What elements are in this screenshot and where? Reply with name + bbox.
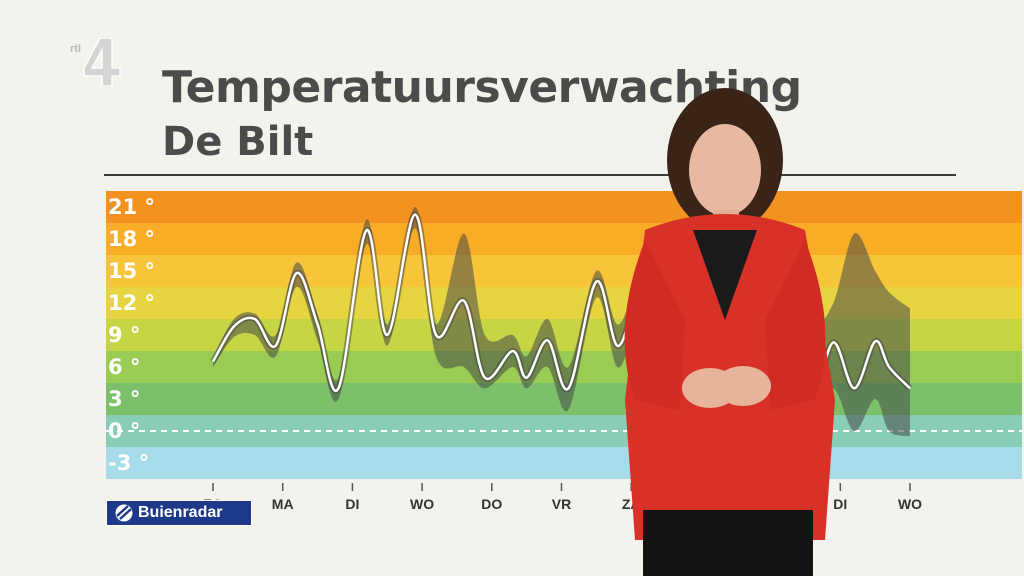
y-tick-label: 0 ° bbox=[108, 419, 141, 443]
y-tick-label: 18 ° bbox=[108, 227, 156, 251]
y-tick-label: 6 ° bbox=[108, 355, 141, 379]
buienradar-name: Buienradar bbox=[138, 504, 223, 521]
buienradar-logo-icon bbox=[115, 504, 133, 522]
presenter-figure bbox=[624, 88, 835, 576]
uncertainty-band bbox=[213, 207, 910, 437]
rtl4-logo: rtl bbox=[70, 38, 121, 86]
temp-band-2 bbox=[106, 255, 1022, 287]
x-tick-label: DI bbox=[345, 496, 360, 512]
title-rule bbox=[104, 174, 956, 176]
svg-text:rtl: rtl bbox=[70, 43, 81, 55]
y-tick-label: 21 ° bbox=[108, 195, 156, 219]
y-tick-label: -3 ° bbox=[108, 451, 150, 475]
y-tick-label: 15 ° bbox=[108, 259, 156, 283]
y-tick-label: 9 ° bbox=[108, 323, 141, 347]
temp-band-0 bbox=[106, 191, 1022, 223]
x-tick-label: DO bbox=[481, 496, 503, 512]
x-tick-label: WO bbox=[410, 496, 435, 512]
buienradar-badge: Buienradar bbox=[106, 500, 252, 526]
x-tick-label: MA bbox=[271, 496, 294, 512]
x-tick-label: VR bbox=[551, 496, 572, 512]
y-tick-label: 3 ° bbox=[108, 387, 141, 411]
x-tick-label: WO bbox=[897, 496, 923, 512]
temp-band-1 bbox=[106, 223, 1022, 255]
chart-subtitle: De Bilt bbox=[162, 119, 314, 165]
temp-band-8 bbox=[106, 447, 1022, 479]
y-tick-label: 12 ° bbox=[108, 291, 156, 315]
x-tick-label: DI bbox=[833, 496, 848, 512]
